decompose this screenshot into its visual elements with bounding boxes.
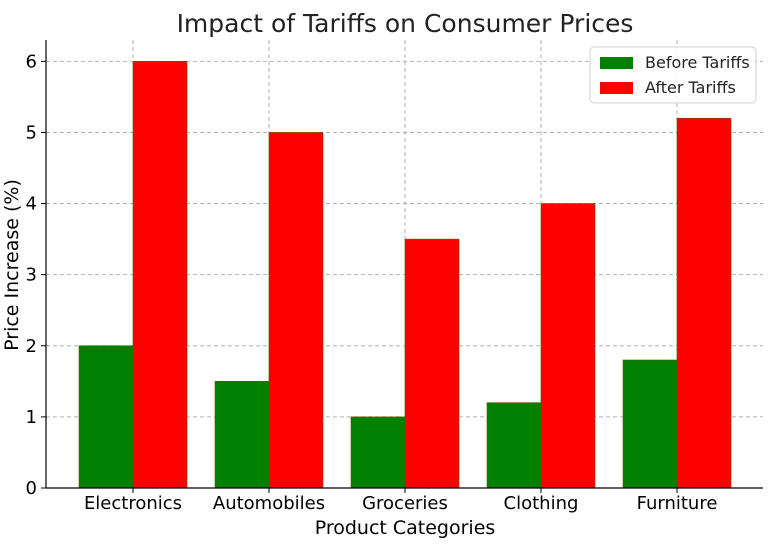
x-tick-label: Groceries: [362, 493, 448, 514]
bar-before-tariffs: [622, 359, 678, 489]
bar-before-tariffs: [350, 416, 406, 489]
y-tick-label: 1: [26, 407, 37, 428]
x-tick-label: Automobiles: [213, 493, 325, 514]
x-tick-label: Electronics: [84, 493, 182, 514]
y-ticks: 0 1 2 3 4 5 6: [26, 51, 46, 499]
legend-swatch: [600, 57, 633, 69]
x-axis-label: Product Categories: [315, 517, 496, 539]
bar-before-tariffs: [486, 402, 542, 489]
bar-before-tariffs: [78, 345, 134, 489]
y-axis-label: Price Increase (%): [1, 179, 23, 351]
bar-after-tariffs: [132, 61, 188, 489]
x-tick-label: Clothing: [504, 493, 579, 514]
bar-before-tariffs: [214, 381, 270, 489]
legend-label: Before Tariffs: [645, 53, 750, 72]
legend-swatch: [600, 82, 633, 94]
legend-label: After Tariffs: [645, 78, 736, 97]
legend: Before Tariffs After Tariffs: [589, 46, 757, 104]
y-tick-label: 4: [26, 194, 37, 215]
chart-title: Impact of Tariffs on Consumer Prices: [177, 9, 634, 38]
bar-after-tariffs: [268, 132, 324, 489]
y-tick-label: 3: [26, 265, 37, 286]
y-tick-label: 2: [26, 336, 37, 357]
y-tick-label: 0: [26, 478, 37, 499]
x-tick-label: Furniture: [637, 493, 718, 514]
x-ticks: Electronics Automobiles Groceries Clothing F…: [84, 488, 717, 514]
bar-after-tariffs: [540, 203, 596, 489]
bar-after-tariffs: [404, 238, 460, 489]
bar-after-tariffs: [676, 117, 732, 489]
y-tick-label: 5: [26, 122, 37, 143]
y-tick-label: 6: [26, 51, 37, 72]
bars: [78, 61, 732, 489]
